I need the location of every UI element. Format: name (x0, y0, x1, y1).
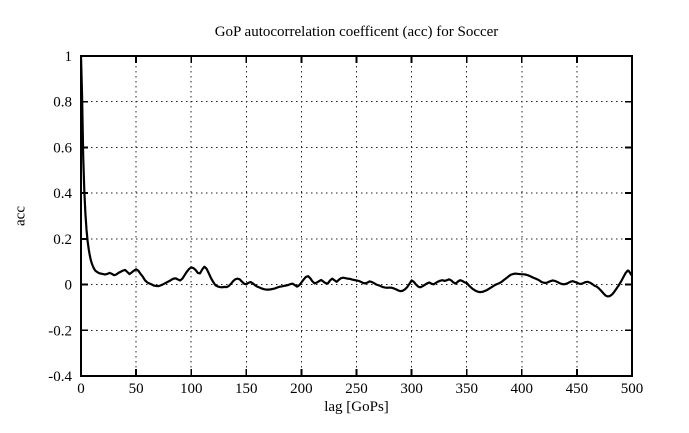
x-axis-label: lag [GoPs] (324, 399, 389, 415)
x-tick-label: 100 (180, 381, 203, 397)
x-tick-label: 300 (400, 381, 423, 397)
y-tick-label: 0.8 (53, 95, 72, 111)
x-tick-label: 200 (290, 381, 313, 397)
y-tick-label: 1 (65, 49, 73, 65)
y-tick-label: -0.2 (48, 323, 72, 339)
y-tick-label: 0.4 (53, 186, 72, 202)
grid-lines (81, 56, 632, 376)
y-tick-label: 0.6 (53, 140, 72, 156)
x-tick-label: 0 (77, 381, 85, 397)
x-tick-label: 400 (511, 381, 534, 397)
chart-title: GoP autocorrelation coefficent (acc) for… (214, 24, 499, 40)
y-tick-label: 0 (65, 278, 73, 294)
y-tick-label: -0.4 (48, 369, 72, 385)
x-tick-label: 350 (455, 381, 478, 397)
y-tick-labels: 1 0.8 0.6 0.4 0.2 0 -0.2 -0.4 (48, 49, 72, 385)
x-tick-label: 500 (621, 381, 644, 397)
x-tick-label: 50 (129, 381, 144, 397)
x-tick-label: 250 (345, 381, 368, 397)
acc-curve (80, 55, 633, 298)
x-tick-label: 450 (566, 381, 589, 397)
x-tick-labels: 0 50 100 150 200 250 300 350 400 450 500 (77, 381, 643, 397)
y-tick-label: 0.2 (53, 232, 72, 248)
x-tick-label: 150 (235, 381, 258, 397)
